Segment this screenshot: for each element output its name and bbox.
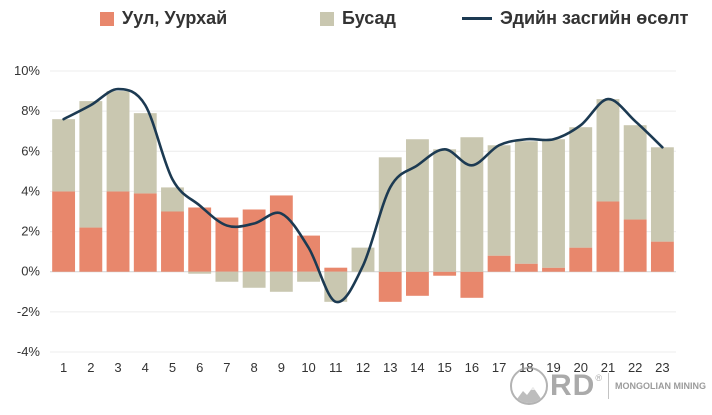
y-tick-label: -2% [17, 304, 41, 319]
x-tick-label: 4 [142, 360, 149, 375]
bar-mining [378, 271, 402, 302]
watermark-registered-mark: ® [595, 373, 602, 383]
bar-other [79, 101, 103, 228]
y-tick-label: 2% [21, 224, 40, 239]
bar-mining [460, 271, 484, 298]
bar-mining [542, 267, 565, 272]
x-tick-label: 22 [628, 360, 642, 375]
bar-mining [161, 211, 184, 272]
x-tick-label: 21 [601, 360, 615, 375]
x-tick-label: 12 [356, 360, 370, 375]
bar-other [133, 113, 157, 194]
bar-other [569, 127, 593, 248]
x-tick-label: 7 [223, 360, 230, 375]
bar-mining [623, 219, 647, 272]
bar-mining [188, 207, 212, 272]
y-axis: -4% -2% 0% 2% 4% 6% 8% 10% [14, 63, 40, 359]
bar-other [460, 137, 484, 272]
mountain-icon [510, 367, 549, 405]
watermark-caption: MONGOLIAN MINING [615, 381, 706, 391]
watermark-logo-text: RD [550, 369, 596, 402]
bar-other [406, 139, 429, 272]
bar-mining [487, 255, 511, 272]
watermark-divider [608, 373, 609, 399]
bar-other [269, 271, 293, 292]
bar-mining [269, 195, 293, 272]
x-tick-label: 5 [169, 360, 176, 375]
y-tick-label: 8% [21, 103, 40, 118]
bar-mining [52, 191, 76, 272]
legend-swatch-growth [462, 17, 492, 20]
bar-mining [406, 271, 429, 296]
bar-other [297, 271, 320, 282]
y-tick-label: 10% [14, 63, 40, 78]
legend-label-mining: Уул, Уурхай [122, 8, 228, 28]
legend-item-mining: Уул, Уурхай [100, 8, 227, 29]
legend-swatch-other [320, 11, 334, 26]
bar-other [433, 149, 457, 272]
bar-mining [650, 241, 674, 272]
bar-other [378, 157, 402, 272]
bar-mining [106, 191, 130, 272]
x-axis: 1 2 3 4 5 6 7 8 9 10 11 12 13 14 15 16 17 18 19 20 21 22 23 [60, 360, 670, 375]
bar-mining [133, 193, 157, 272]
bar-mining [433, 271, 457, 276]
y-tick-label: -4% [17, 344, 41, 359]
x-tick-label: 2 [87, 360, 94, 375]
bar-other [106, 91, 130, 192]
x-tick-label: 6 [196, 360, 203, 375]
y-tick-label: 0% [21, 264, 40, 279]
growth-line-layer [62, 87, 664, 304]
y-tick-label: 4% [21, 183, 40, 198]
x-tick-label: 9 [278, 360, 285, 375]
legend-label-other: Бусад [342, 8, 396, 28]
x-tick-label: 15 [437, 360, 451, 375]
bar-other [542, 139, 565, 268]
bars [52, 91, 674, 302]
bar-other [623, 125, 647, 220]
bar-mining [215, 217, 239, 272]
x-tick-label: 17 [492, 360, 506, 375]
bar-mining [79, 227, 103, 272]
legend-item-growth: Эдийн засгийн өсөлт [462, 8, 688, 29]
legend-item-other: Бусад [320, 8, 396, 29]
bar-mining [324, 267, 348, 272]
legend-swatch-mining [100, 11, 114, 26]
bar-other [650, 147, 674, 242]
x-tick-label: 13 [383, 360, 397, 375]
y-tick-label: 6% [21, 143, 40, 158]
x-tick-label: 11 [329, 360, 343, 375]
bar-other [242, 271, 266, 288]
growth-line [62, 87, 664, 304]
x-tick-label: 23 [655, 360, 669, 375]
bar-other [514, 141, 538, 264]
x-tick-label: 16 [465, 360, 479, 375]
x-tick-label: 3 [114, 360, 121, 375]
bar-other [596, 99, 620, 202]
legend-label-growth: Эдийн засгийн өсөлт [500, 8, 689, 28]
x-tick-label: 20 [574, 360, 588, 375]
bar-other [215, 271, 239, 282]
x-tick-label: 1 [60, 360, 67, 375]
bar-mining [596, 201, 620, 272]
bar-mining [514, 263, 538, 272]
x-tick-label: 19 [546, 360, 560, 375]
watermark: RD ® MONGOLIAN MINING [510, 367, 706, 405]
legend: Уул, Уурхай Бусад Эдийн засгийн өсөлт [0, 8, 712, 38]
bar-other [188, 271, 212, 274]
bar-mining [569, 247, 593, 272]
bar-other [161, 187, 184, 212]
x-tick-label: 10 [301, 360, 315, 375]
x-tick-label: 8 [251, 360, 258, 375]
x-tick-label: 14 [410, 360, 424, 375]
bar-other [52, 119, 76, 192]
bar-other [487, 145, 511, 256]
